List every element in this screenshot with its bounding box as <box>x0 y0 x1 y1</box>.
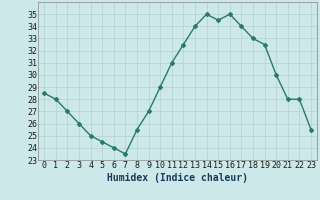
X-axis label: Humidex (Indice chaleur): Humidex (Indice chaleur) <box>107 173 248 183</box>
